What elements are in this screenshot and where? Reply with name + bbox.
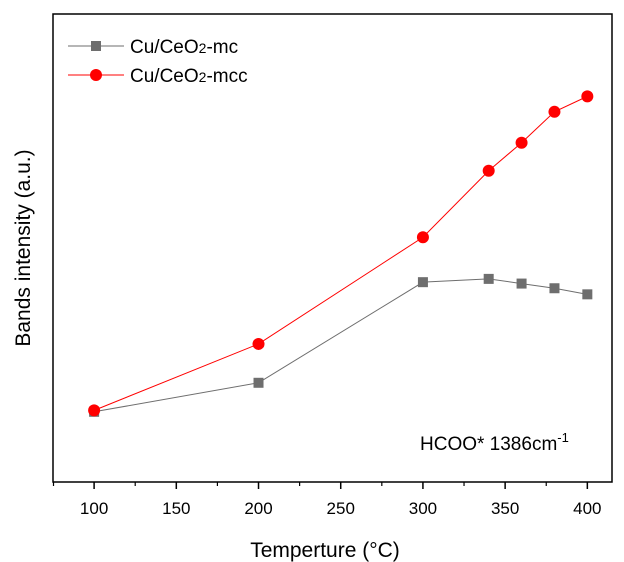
legend-label-part: -mc	[206, 37, 238, 58]
x-tick-label: 250	[327, 499, 355, 518]
y-axis-title: Bands intensity (a.u.)	[12, 149, 35, 346]
legend-label-part: -mcc	[206, 66, 247, 87]
series-layer	[88, 90, 594, 417]
annotation-main: HCOO* 1386cm	[420, 434, 557, 455]
series-2-point	[581, 90, 594, 103]
x-tick-label: 100	[80, 499, 108, 518]
x-tick-label: 150	[162, 499, 190, 518]
series-2-point	[482, 164, 495, 177]
series-2-point	[416, 231, 429, 244]
series-1-point	[253, 377, 264, 388]
x-tick-label: 200	[244, 499, 272, 518]
x-axis-ticks: 100 150 200 250 300 350 400	[52, 482, 602, 518]
series-1-point	[516, 278, 527, 289]
series-1-point	[549, 283, 560, 294]
legend-label-part: Cu/CeO	[130, 66, 199, 87]
series-line-2	[93, 95, 588, 411]
legend-marker-1	[91, 41, 101, 51]
series-line-1	[94, 278, 588, 413]
annotation-superscript: -1	[557, 430, 569, 445]
x-axis-title: Temperture (°C)	[250, 539, 400, 562]
series-2-point	[548, 105, 561, 118]
series-2-point	[88, 404, 101, 417]
x-tick-label: 350	[491, 499, 519, 518]
series-2-point	[515, 136, 528, 149]
x-tick-label: 400	[573, 499, 601, 518]
series-1-point	[483, 273, 494, 284]
legend-marker-2	[90, 69, 102, 81]
legend-label-sub: 2	[199, 69, 207, 85]
plot-frame	[52, 13, 613, 483]
legend-label-1: Cu/CeO2-mc	[130, 37, 238, 58]
series-1-point	[582, 289, 593, 300]
x-tick-label: 300	[409, 499, 437, 518]
series-1-point	[417, 277, 428, 288]
legend-label-2: Cu/CeO2-mcc	[130, 66, 248, 87]
series-2-point	[252, 337, 265, 350]
legend-label-sub: 2	[199, 40, 207, 56]
annotation-text: HCOO* 1386cm-1	[420, 430, 569, 455]
legend-label-part: Cu/CeO	[130, 37, 199, 58]
